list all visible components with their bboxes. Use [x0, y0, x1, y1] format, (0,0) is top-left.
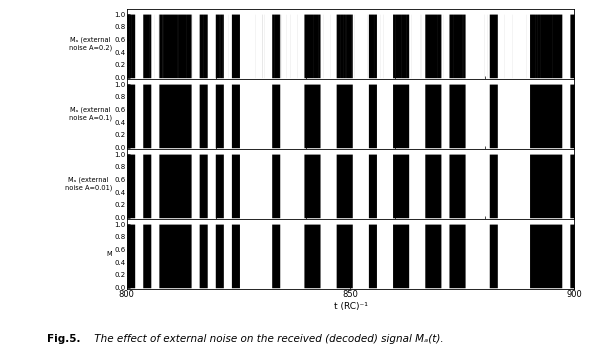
Y-axis label: Mₐ (external
noise A=0.01): Mₐ (external noise A=0.01) [65, 177, 112, 191]
Y-axis label: Mₐ (external
noise A=0.1): Mₐ (external noise A=0.1) [69, 107, 112, 121]
Text: The effect of external noise on the received (decoded) signal Mₐ(t).: The effect of external noise on the rece… [91, 334, 444, 344]
Y-axis label: M: M [106, 251, 112, 257]
Y-axis label: Mₐ (external
noise A=0.2): Mₐ (external noise A=0.2) [69, 37, 112, 51]
X-axis label: t (RC)⁻¹: t (RC)⁻¹ [333, 302, 368, 311]
Text: Fig.5.: Fig.5. [47, 334, 81, 344]
